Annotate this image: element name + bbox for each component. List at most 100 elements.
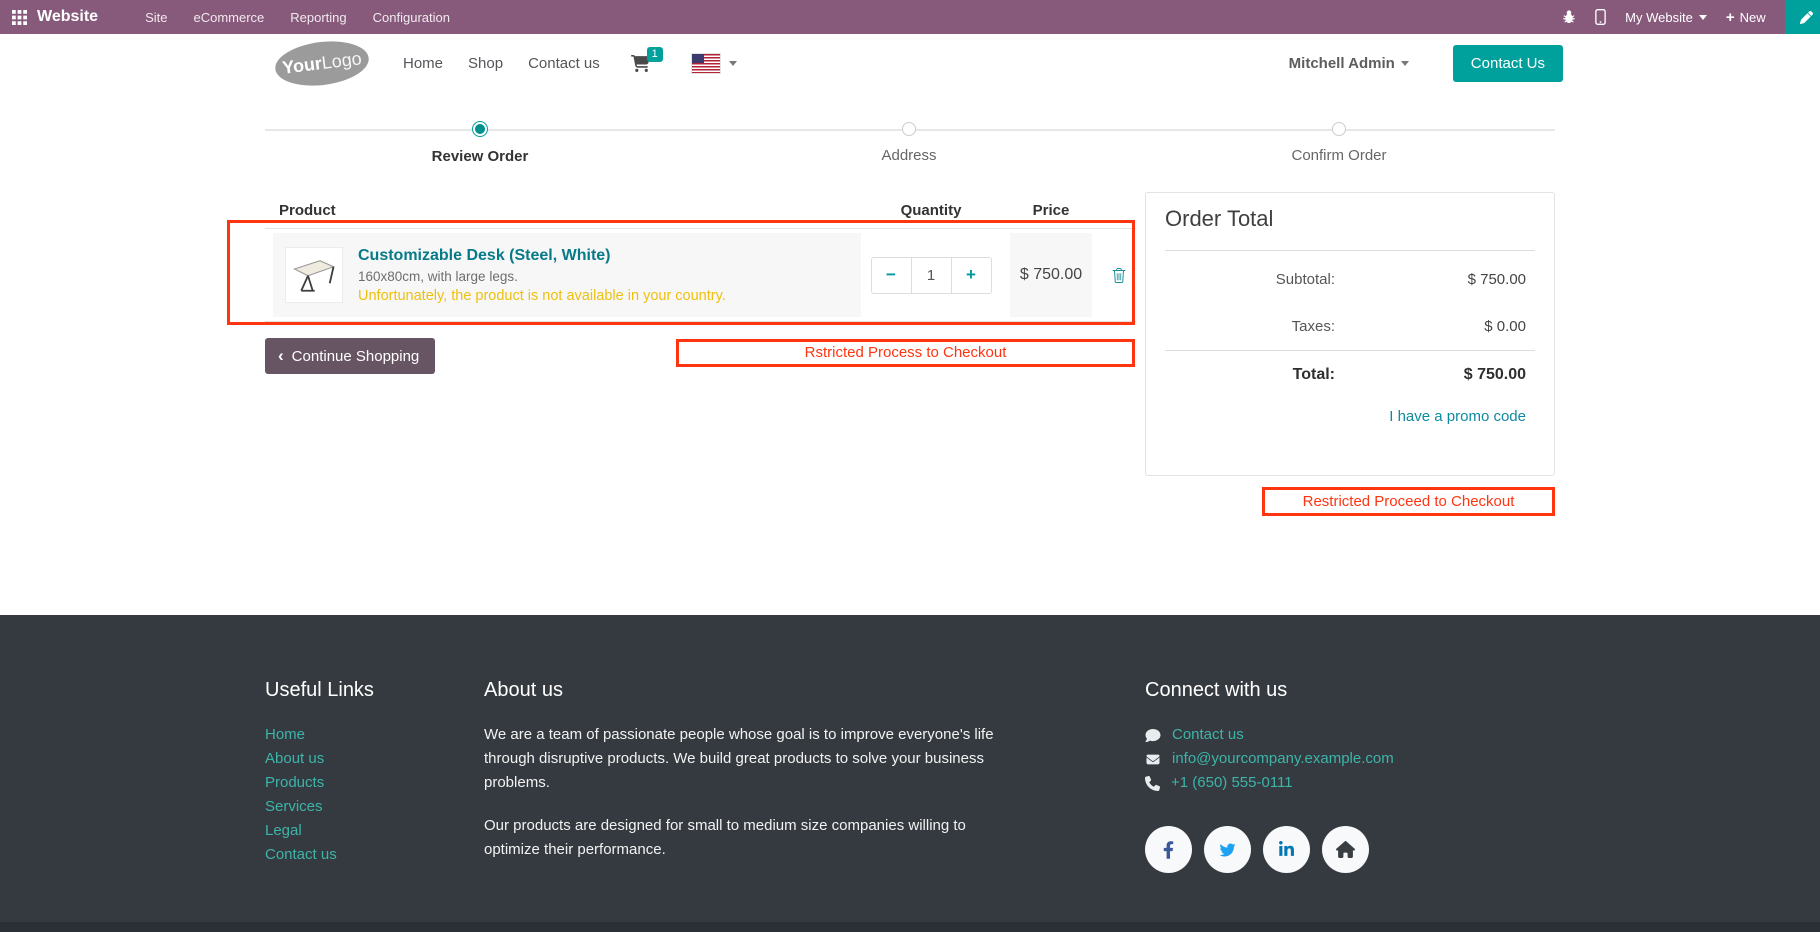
product-description: 160x80cm, with large legs. — [358, 268, 518, 284]
apps-grid-icon[interactable] — [12, 9, 27, 25]
footer-link-contact-us[interactable]: Contact us — [265, 846, 337, 863]
product-name-link[interactable]: Customizable Desk (Steel, White) — [358, 246, 611, 264]
order-total-title: Order Total — [1165, 206, 1274, 231]
footer-link-home[interactable]: Home — [265, 726, 306, 743]
footer-contact-us-link[interactable]: Contact us — [1145, 723, 1555, 747]
header-price: Price — [1032, 201, 1070, 219]
twitter-icon — [1219, 843, 1236, 856]
nav-link-contact-us[interactable]: Contact us — [528, 54, 600, 72]
cart-item-row: Customizable Desk (Steel, White) 160x80c… — [265, 228, 1136, 322]
header-product: Product — [279, 201, 336, 219]
user-menu[interactable]: Mitchell Admin — [1289, 55, 1409, 72]
about-us-paragraph-2: Our products are designed for small to m… — [484, 817, 966, 858]
menu-site[interactable]: Site — [145, 9, 168, 25]
product-image[interactable] — [285, 247, 343, 303]
page-content: Review Order Address Confirm Order Produ… — [227, 92, 1555, 615]
cart-table-header: Product Quantity Price — [265, 192, 1136, 228]
subtotal-label: Subtotal: — [1275, 271, 1335, 288]
quantity-decrease-button[interactable]: − — [870, 256, 911, 294]
about-us-paragraph-1: We are a team of passionate people whose… — [484, 726, 994, 791]
mobile-preview-icon[interactable] — [1595, 9, 1606, 25]
pencil-icon — [1799, 10, 1813, 24]
cart-count-badge: 1 — [646, 46, 663, 62]
new-button[interactable]: + New — [1725, 8, 1766, 26]
menu-ecommerce[interactable]: eCommerce — [193, 9, 265, 25]
total-row: Total: $ 750.00 — [1146, 351, 1554, 398]
subtotal-value: $ 750.00 — [1467, 271, 1526, 288]
step-dot — [1332, 122, 1346, 136]
continue-shopping-button[interactable]: ‹ Continue Shopping — [265, 338, 436, 374]
step-confirm-order[interactable]: Confirm Order — [1229, 92, 1449, 164]
site-logo[interactable]: Your Logo — [272, 35, 372, 91]
home-icon — [1336, 841, 1355, 858]
order-total-panel: Order Total Subtotal: $ 750.00 Taxes: $ … — [1145, 192, 1555, 476]
debug-bug-icon[interactable] — [1562, 10, 1576, 24]
footer-link-legal[interactable]: Legal — [265, 822, 302, 839]
step-address[interactable]: Address — [799, 92, 1019, 164]
linkedin-icon — [1279, 841, 1294, 856]
footer-link-about-us[interactable]: About us — [265, 750, 325, 767]
header-quantity: Quantity — [900, 201, 962, 219]
comment-icon — [1145, 728, 1161, 742]
checkout-steps: Review Order Address Confirm Order — [265, 92, 1555, 192]
nav-link-home[interactable]: Home — [403, 54, 444, 72]
footer-link-services[interactable]: Services — [265, 798, 323, 815]
step-dot-active — [472, 121, 488, 137]
subtotal-row: Subtotal: $ 750.00 — [1146, 256, 1554, 303]
footer-email-link[interactable]: info@yourcompany.example.com — [1145, 747, 1555, 771]
taxes-row: Taxes: $ 0.00 — [1146, 303, 1554, 350]
menu-reporting[interactable]: Reporting — [290, 9, 347, 25]
annotation-process-to-checkout: Rstricted Process to Checkout — [676, 339, 1135, 367]
total-value: $ 750.00 — [1463, 365, 1526, 383]
promo-code-link[interactable]: I have a promo code — [1389, 408, 1526, 425]
total-label: Total: — [1292, 365, 1335, 383]
taxes-value: $ 0.00 — [1484, 318, 1526, 335]
copyright-bar — [0, 922, 1820, 932]
taxes-label: Taxes: — [1291, 318, 1335, 335]
home-button[interactable] — [1322, 826, 1369, 873]
caret-down-icon — [1400, 61, 1409, 67]
twitter-button[interactable] — [1204, 826, 1251, 873]
website-switcher[interactable]: My Website — [1625, 10, 1707, 25]
cart-table: Product Quantity Price Customizable Desk… — [227, 192, 1136, 516]
site-navbar: Your Logo Home Shop Contact us 1 Mitchell… — [0, 34, 1820, 92]
phone-icon — [1145, 775, 1160, 791]
quantity-stepper: − 1 + — [870, 256, 992, 294]
chevron-left-icon: ‹ — [278, 346, 284, 365]
step-dot — [902, 122, 916, 136]
plus-icon: + — [1725, 8, 1735, 26]
facebook-icon — [1163, 840, 1174, 859]
about-us-title: About us — [484, 679, 563, 701]
backend-navbar: Website Site eCommerce Reporting Configu… — [0, 0, 1820, 34]
footer-link-products[interactable]: Products — [265, 774, 325, 791]
product-cell: Customizable Desk (Steel, White) 160x80c… — [273, 233, 861, 317]
divider — [1165, 350, 1535, 351]
language-selector[interactable] — [691, 53, 737, 73]
caret-down-icon — [1698, 14, 1707, 20]
edit-button[interactable]: Edit — [1784, 0, 1820, 34]
cart-button[interactable]: 1 — [630, 46, 663, 72]
divider — [1165, 250, 1535, 251]
trash-icon — [1112, 268, 1125, 283]
site-footer: Useful Links Home About us Products Serv… — [0, 615, 1820, 922]
quantity-increase-button[interactable]: + — [951, 256, 992, 294]
nav-link-shop[interactable]: Shop — [468, 54, 504, 72]
cart-icon — [630, 54, 650, 72]
annotation-proceed-to-checkout: Restricted Proceed to Checkout — [1262, 487, 1555, 516]
facebook-button[interactable] — [1145, 826, 1192, 873]
quantity-input[interactable]: 1 — [910, 256, 952, 294]
app-name[interactable]: Website — [37, 8, 99, 25]
caret-down-icon — [728, 60, 737, 66]
connect-title: Connect with us — [1145, 679, 1288, 701]
envelope-icon — [1146, 754, 1160, 764]
line-price: $ 750.00 — [1010, 233, 1092, 317]
useful-links-title: Useful Links — [265, 679, 374, 701]
menu-configuration[interactable]: Configuration — [372, 9, 450, 25]
availability-warning: Unfortunately, the product is not availa… — [358, 287, 726, 304]
remove-item-button[interactable] — [1101, 229, 1136, 321]
linkedin-button[interactable] — [1263, 826, 1310, 873]
contact-us-button[interactable]: Contact Us — [1452, 44, 1563, 82]
step-review-order[interactable]: Review Order — [370, 92, 590, 165]
footer-phone-link[interactable]: +1 (650) 555-0111 — [1145, 771, 1555, 795]
us-flag-icon — [691, 53, 720, 73]
